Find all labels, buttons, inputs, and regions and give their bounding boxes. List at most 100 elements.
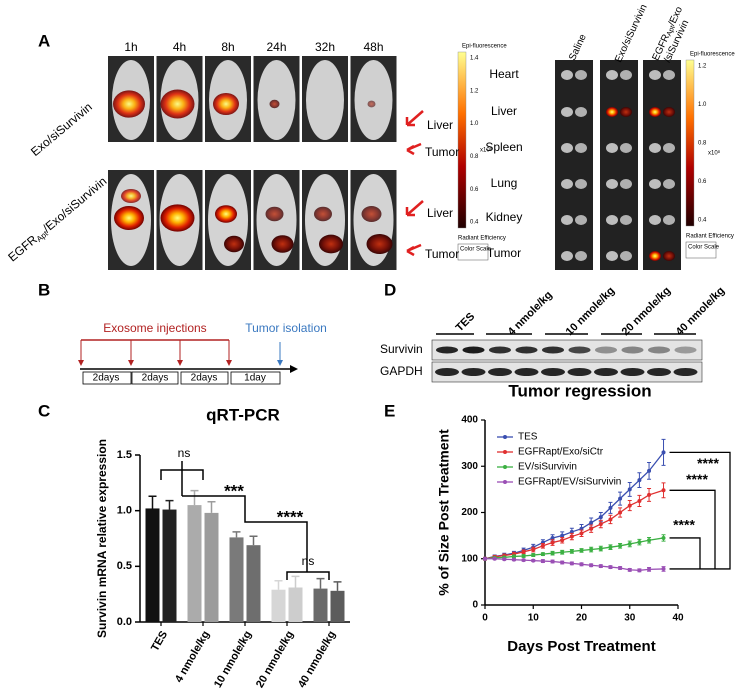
band — [541, 368, 565, 376]
signal — [361, 206, 382, 222]
interval-label: 2days — [191, 373, 218, 384]
colorbar-tick: 0.4 — [470, 220, 479, 226]
bar — [162, 509, 177, 622]
blot-strip — [431, 361, 703, 383]
x-tick-label: 10 nmole/kg — [212, 629, 254, 689]
sig-label: **** — [673, 517, 695, 533]
point — [560, 550, 565, 555]
band — [595, 346, 617, 354]
band — [621, 346, 644, 354]
organ — [561, 107, 573, 117]
signal — [367, 100, 376, 108]
interval-box — [230, 371, 281, 385]
band — [647, 368, 671, 376]
point — [579, 548, 584, 553]
colorbar — [457, 51, 467, 229]
error-bar — [316, 577, 325, 589]
point — [521, 549, 526, 554]
organ — [561, 179, 573, 189]
colorbar-caption: Radiant Efficiency — [458, 236, 506, 242]
interval-box — [131, 371, 179, 385]
sig-label: **** — [277, 507, 304, 526]
point — [608, 505, 613, 510]
point — [569, 561, 574, 566]
colorbar-scale: Color Scale — [460, 247, 492, 253]
organ — [620, 143, 632, 153]
colorbar-tick: 0.6 — [470, 187, 479, 193]
point — [550, 559, 555, 564]
organ-label: Lung — [491, 176, 518, 190]
panel-label: C — [38, 401, 50, 420]
point — [589, 563, 594, 568]
legend-label: EV/siSurvivin — [518, 462, 577, 473]
point — [647, 538, 652, 543]
arrow — [406, 243, 422, 257]
point — [589, 547, 594, 552]
time-label: 8h — [221, 40, 234, 54]
y-tick-label: 0 — [472, 600, 478, 611]
point — [531, 547, 536, 552]
x-tick-label: 40 nmole/kg — [296, 629, 338, 689]
point — [540, 559, 545, 564]
point — [661, 535, 666, 540]
y-tick-label: 100 — [461, 553, 478, 564]
colorbar-tick: 1.4 — [470, 56, 479, 62]
band — [436, 346, 458, 354]
point — [637, 498, 642, 503]
organ — [561, 70, 573, 80]
organ-column-sub: Apt — [666, 25, 677, 38]
y-tick-label: 200 — [461, 507, 478, 518]
x-tick-label: 10 — [528, 613, 540, 624]
signal — [213, 92, 239, 116]
sig-label: ns — [302, 554, 315, 568]
organ-column: Saline — [567, 32, 589, 62]
annotation: Tumor — [425, 145, 459, 159]
band — [489, 346, 511, 354]
sig-bracket — [669, 537, 701, 569]
point — [618, 496, 623, 501]
organ — [575, 251, 587, 261]
arrow — [405, 110, 424, 127]
arrow-head — [226, 360, 232, 366]
signal — [160, 204, 195, 232]
organ — [649, 215, 661, 225]
error-bar — [207, 501, 216, 513]
x-tick-label: 20 nmole/kg — [254, 629, 296, 689]
blot-strip — [431, 339, 703, 361]
organ — [649, 70, 661, 80]
row-label-part: /Exo/siSurvivin — [40, 174, 109, 235]
signal — [215, 205, 237, 223]
blot-label: Survivin — [380, 342, 423, 356]
series-line — [484, 537, 664, 560]
error-bar — [165, 499, 174, 510]
arrow — [405, 200, 424, 217]
point — [598, 515, 603, 520]
sig-bracket — [182, 495, 246, 514]
point — [550, 551, 555, 556]
lane-label: 4 nmole/kg — [506, 289, 555, 338]
legend-marker — [503, 465, 507, 469]
time-label: 1h — [124, 40, 137, 54]
y-tick-label: 1.0 — [117, 505, 132, 517]
point — [569, 549, 574, 554]
band — [620, 368, 645, 376]
arrow-head — [128, 360, 134, 366]
point — [521, 558, 526, 563]
point — [598, 564, 603, 569]
y-axis-label: % of Size Post Treatment — [436, 429, 452, 596]
colorbar-tick: 1.0 — [698, 102, 707, 108]
band — [674, 346, 697, 354]
chart-title: Tumor regression — [508, 381, 651, 400]
point — [627, 503, 632, 508]
signal — [113, 90, 145, 118]
legend-label: EGFRapt/Exo/siCtr — [518, 447, 604, 458]
band — [514, 368, 539, 376]
organ — [561, 251, 573, 261]
organ — [663, 179, 675, 189]
organ — [575, 179, 587, 189]
time-label: 32h — [315, 40, 335, 54]
x-tick-label: 30 — [624, 613, 636, 624]
colorbar-unit: x10⁸ — [708, 150, 721, 157]
organ — [620, 107, 632, 117]
scale-box — [457, 243, 489, 261]
